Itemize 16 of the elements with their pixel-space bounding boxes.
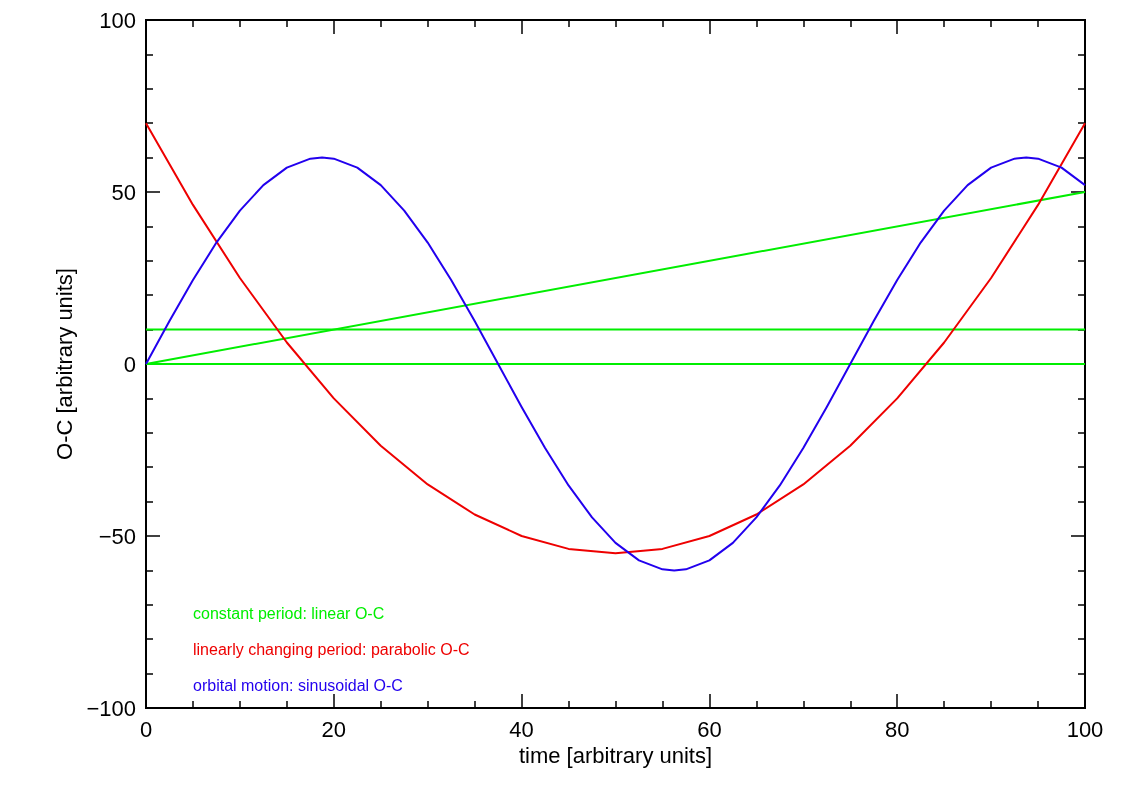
text: constant period: linear O-C	[193, 604, 385, 622]
y-tick-label: 100	[99, 7, 136, 33]
text: linearly changing period: parabolic O-C	[193, 640, 470, 658]
text: orbital motion: sinusoidal O-C	[193, 676, 403, 694]
x-axis-title: time [arbitrary units]	[518, 743, 713, 769]
y-tick-label: −100	[86, 695, 136, 721]
y-tick-label: −50	[98, 523, 136, 549]
y-tick-label: 0	[123, 351, 136, 377]
y-axis-title: O-C [arbitrary units]	[52, 268, 78, 460]
x-tick-label: 80	[884, 716, 910, 742]
y-tick-label: 50	[111, 179, 136, 205]
x-tick-label: 0	[139, 716, 153, 742]
x-tick-label: 40	[509, 716, 534, 742]
x-tick-label: 100	[1066, 716, 1104, 742]
x-tick-label: 20	[321, 716, 347, 742]
x-tick-label: 60	[697, 716, 722, 742]
